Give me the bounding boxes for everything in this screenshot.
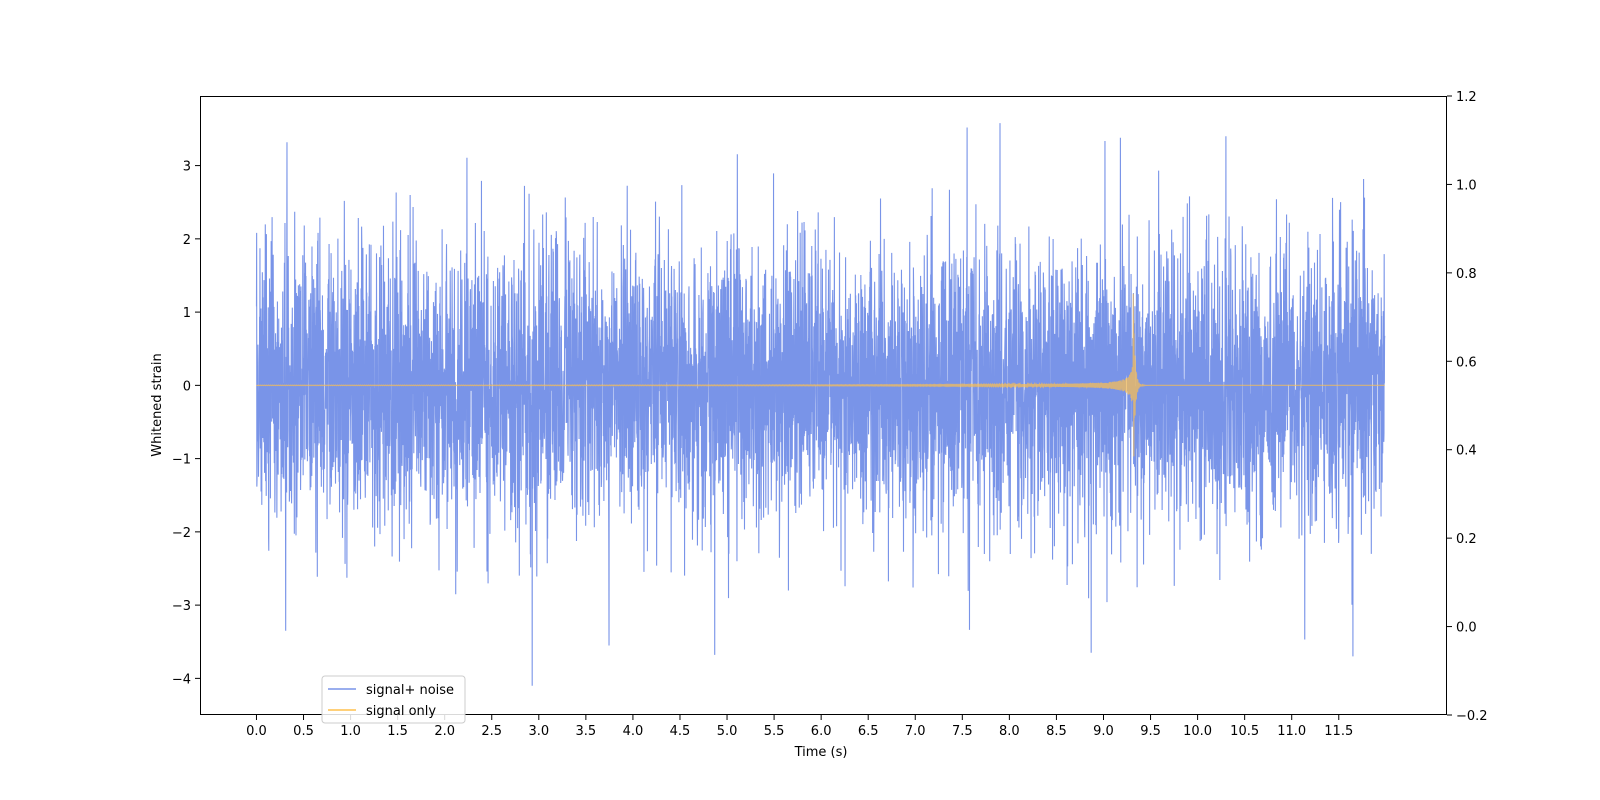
y-axis: −4 −3 −2 −1 0 1 2 3	[172, 160, 200, 687]
x-tick-label: 9.0	[1093, 724, 1114, 739]
x-tick-label: 1.0	[340, 724, 361, 739]
x-tick-label: 10.0	[1183, 724, 1212, 739]
x-tick-label: 4.0	[623, 724, 644, 739]
y2-tick-label: 0.6	[1456, 355, 1477, 370]
x-tick-label: 1.5	[387, 724, 408, 739]
y2-tick-label: −0.2	[1456, 709, 1488, 724]
x-tick-label: 6.5	[858, 724, 879, 739]
x-tick-label: 5.0	[717, 724, 738, 739]
y-tick-label: 3	[183, 160, 191, 175]
x-tick-label: 9.5	[1140, 724, 1161, 739]
legend: signal+ noise signal only	[321, 675, 466, 724]
y2-tick-label: 0.2	[1456, 532, 1477, 547]
series-line-signal-noise	[255, 123, 1386, 686]
series-layer	[255, 123, 1386, 686]
x-tick-label: 8.5	[1046, 724, 1067, 739]
y2-axis-right: −0.2 0.0 0.2 0.4 0.6 0.8 1.0 1.2	[1447, 90, 1488, 724]
x-tick-label: 3.0	[528, 724, 549, 739]
x-tick-label: 0.0	[246, 724, 267, 739]
series-line-signal-only	[256, 293, 1385, 457]
x-tick-label: 11.5	[1324, 724, 1353, 739]
x-tick-label: 3.5	[576, 724, 597, 739]
x-axis-label: Time (s)	[794, 745, 848, 760]
y-tick-label: −2	[172, 526, 191, 541]
x-tick-label: 4.5	[670, 724, 691, 739]
x-tick-label: 7.0	[905, 724, 926, 739]
y-tick-label: −1	[172, 453, 191, 468]
legend-label-signal-only: signal only	[366, 704, 436, 719]
y2-tick-label: 1.0	[1456, 178, 1477, 193]
y-tick-label: 0	[183, 379, 191, 394]
legend-box	[321, 675, 466, 724]
x-axis: 0.0 0.5 1.0 1.5 2.0 2.5 3.0 3.5 4.0 4.5 5.0 5.5 6.0 6…	[246, 715, 1353, 739]
legend-label-signal-noise: signal+ noise	[366, 683, 454, 698]
x-tick-label: 2.5	[481, 724, 502, 739]
plot-frame	[200, 96, 1447, 715]
x-tick-label: 11.0	[1277, 724, 1306, 739]
x-tick-label: 6.0	[811, 724, 832, 739]
y-tick-label: −3	[172, 599, 191, 614]
y2-tick-label: 0.8	[1456, 267, 1477, 282]
x-tick-label: 10.5	[1230, 724, 1259, 739]
y-tick-label: 2	[183, 233, 191, 248]
x-tick-label: 2.0	[434, 724, 455, 739]
x-tick-label: 5.5	[764, 724, 785, 739]
x-tick-label: 8.0	[999, 724, 1020, 739]
y2-tick-label: 1.2	[1456, 90, 1477, 105]
x-tick-label: 0.5	[293, 724, 314, 739]
y2-tick-label: 0.0	[1456, 621, 1477, 636]
y-tick-label: 1	[183, 306, 191, 321]
y-axis-label: Whitened strain	[150, 353, 165, 456]
x-tick-label: 7.5	[952, 724, 973, 739]
y-tick-label: −4	[172, 672, 191, 687]
y2-tick-label: 0.4	[1456, 444, 1477, 459]
